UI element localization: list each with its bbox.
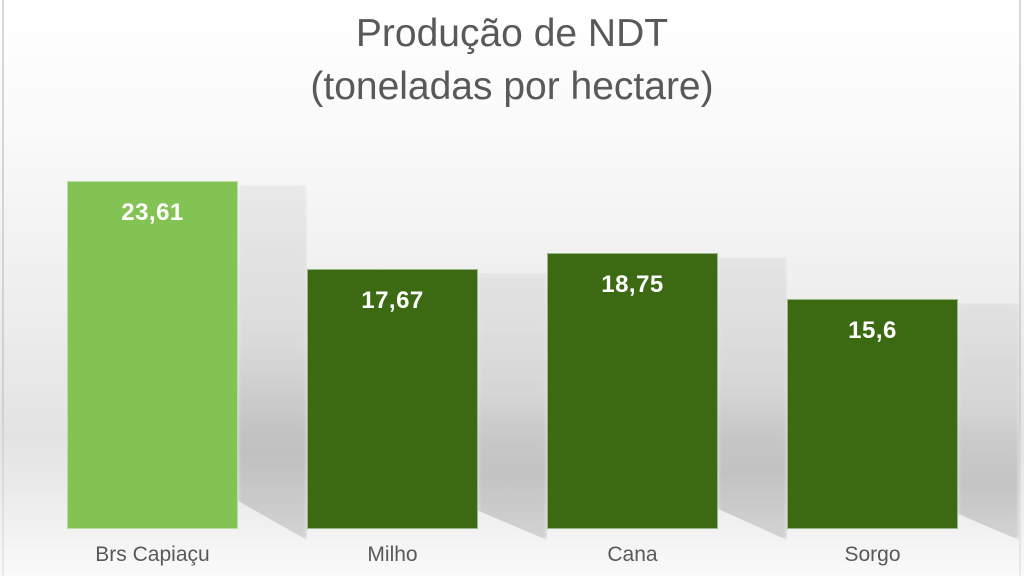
category-label-milho: Milho <box>367 543 418 566</box>
bar-shadow <box>958 303 1019 540</box>
bar-value-label: 17,67 <box>361 287 424 314</box>
bar-cana: 18,75 <box>547 253 718 529</box>
category-label-brs-capiaçu: Brs Capiaçu <box>95 543 210 566</box>
chart-title-line1: Produção de NDT <box>355 12 669 55</box>
category-label-cana: Cana <box>607 543 658 566</box>
chart-title-line2: (toneladas por hectare) <box>310 65 714 108</box>
bar-brs-capiaçu: 23,61 <box>67 181 238 529</box>
bar-value-label: 23,61 <box>121 199 184 226</box>
bar-shadow <box>718 257 787 540</box>
slide-left-edge <box>2 0 4 576</box>
chart-title: Produção de NDT (toneladas por hectare) <box>0 7 1024 113</box>
bar-sorgo: 15,6 <box>787 299 958 529</box>
category-label-sorgo: Sorgo <box>844 543 901 566</box>
bar-shadow <box>478 273 547 540</box>
bar-milho: 17,67 <box>307 269 478 529</box>
bar-value-label: 15,6 <box>848 317 897 344</box>
bar-value-label: 18,75 <box>601 271 664 298</box>
slide-right-edge <box>1019 0 1021 576</box>
bar-shadow <box>238 185 307 540</box>
